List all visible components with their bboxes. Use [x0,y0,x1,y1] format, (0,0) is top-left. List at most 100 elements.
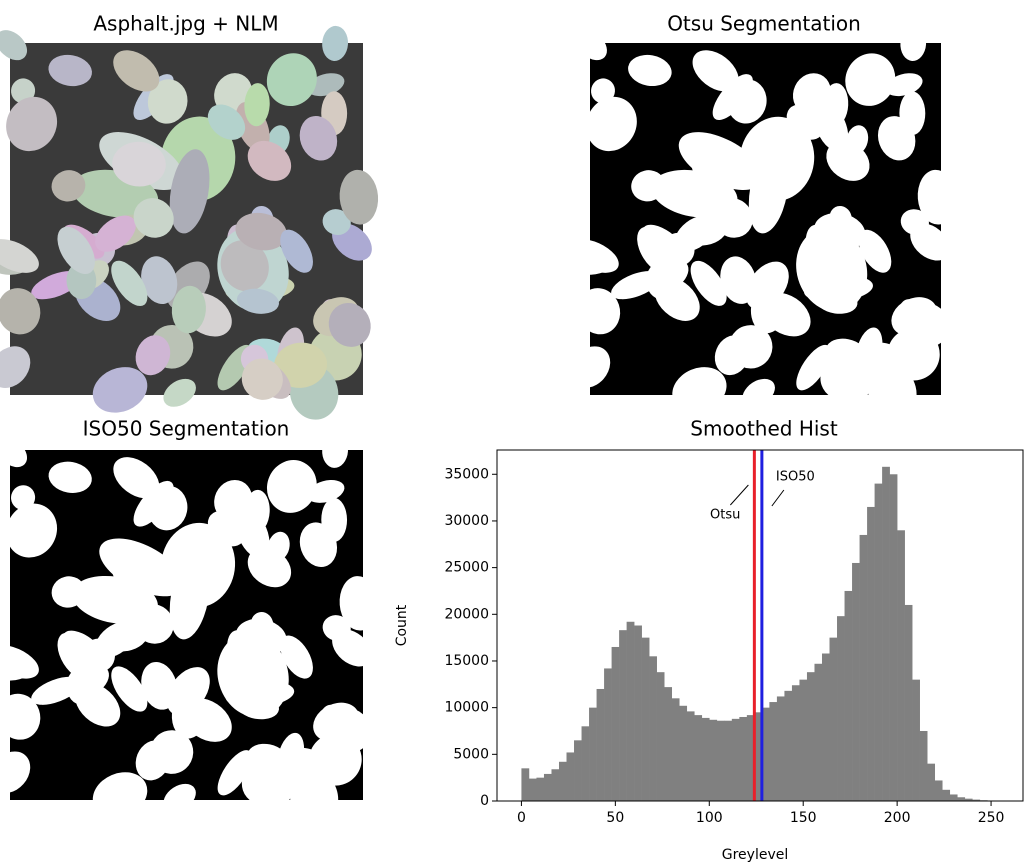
aggregate [163,783,196,812]
aggregate [273,342,328,388]
bar [814,663,823,801]
bar [731,718,740,801]
aggregate [569,346,611,388]
bar [776,696,785,801]
aggregate [339,169,379,225]
aggregate [672,367,727,413]
aggregate [95,621,136,658]
aggregate [141,661,178,710]
aggregate [577,288,621,335]
bar [671,698,680,801]
bar [619,630,627,801]
aggregate [917,169,957,225]
bar [769,702,778,801]
bar [874,483,883,801]
aggregate [299,522,338,567]
bar [784,690,793,801]
bar [761,707,770,801]
aggregate [0,751,31,794]
aggregate [726,79,767,124]
annotation-pointer [771,489,785,507]
aggregate [690,260,727,306]
aggregate [241,358,283,400]
bar [604,668,612,801]
bar [626,621,635,801]
bar [829,637,838,801]
aggregate [6,96,58,152]
aggregate [339,576,379,631]
annotation: Otsu [710,508,740,523]
bar [679,705,688,801]
chart-title: Smoothed Hist [690,417,838,441]
aggregate [858,229,892,273]
bar [551,769,560,801]
aggregate [112,141,166,187]
bar [581,726,590,801]
aggregate [111,666,148,712]
y-tick-label: 0 [480,793,489,809]
aggregate [714,335,750,376]
iso50-image [0,433,379,825]
bar [912,679,920,801]
bar [664,687,673,801]
bar [709,719,718,801]
aggregate [244,83,270,127]
aggregate [244,489,270,533]
bar [724,720,733,801]
aggregate [48,461,92,493]
annotation: ISO50 [776,470,815,485]
aggregate [852,342,906,388]
aggregate [0,644,39,679]
y-tick-label: 5000 [453,746,489,762]
y-tick-label: 10000 [444,700,489,716]
y-tick-label: 20000 [444,606,489,622]
aggregate [133,198,174,238]
aggregate [823,83,849,127]
aggregate [826,140,870,181]
bar [859,534,868,801]
aggregate [692,50,739,92]
aggregate [712,198,753,238]
aggregate [748,149,789,234]
aggregate [266,53,317,107]
aggregate [171,285,206,334]
aggregate [207,511,246,547]
aggregate [169,555,210,640]
x-tick-label: 250 [978,810,1005,826]
aggregate [135,740,171,781]
aggregate [247,140,292,181]
aggregate [57,226,95,275]
bar [882,466,890,801]
bar [964,798,973,801]
aggregate [220,240,269,292]
aggregate [220,646,269,697]
aggregate [786,104,824,140]
bar [641,637,650,801]
aggregate [575,30,607,61]
aggregate [266,460,317,513]
aggregate [820,358,862,400]
aggregate [247,547,292,588]
aggregate [742,378,775,407]
bar [543,773,552,801]
bar [852,562,860,801]
aggregate [631,170,666,202]
bar [799,679,808,801]
aggregate [845,53,896,106]
aggregate [95,215,136,252]
aggregate [11,485,36,510]
aggregate [900,25,927,61]
bar [611,646,620,801]
aggregate [322,25,349,61]
aggregate [591,78,615,104]
aggregate [280,635,313,679]
bar [806,672,815,801]
bar [904,604,913,801]
y-tick-label: 25000 [444,560,489,576]
aggregate [720,256,757,304]
aggregate [322,209,351,235]
aggregate [112,548,166,593]
aggregate [799,240,848,292]
aggregate [235,212,287,251]
aggregate [133,604,174,644]
